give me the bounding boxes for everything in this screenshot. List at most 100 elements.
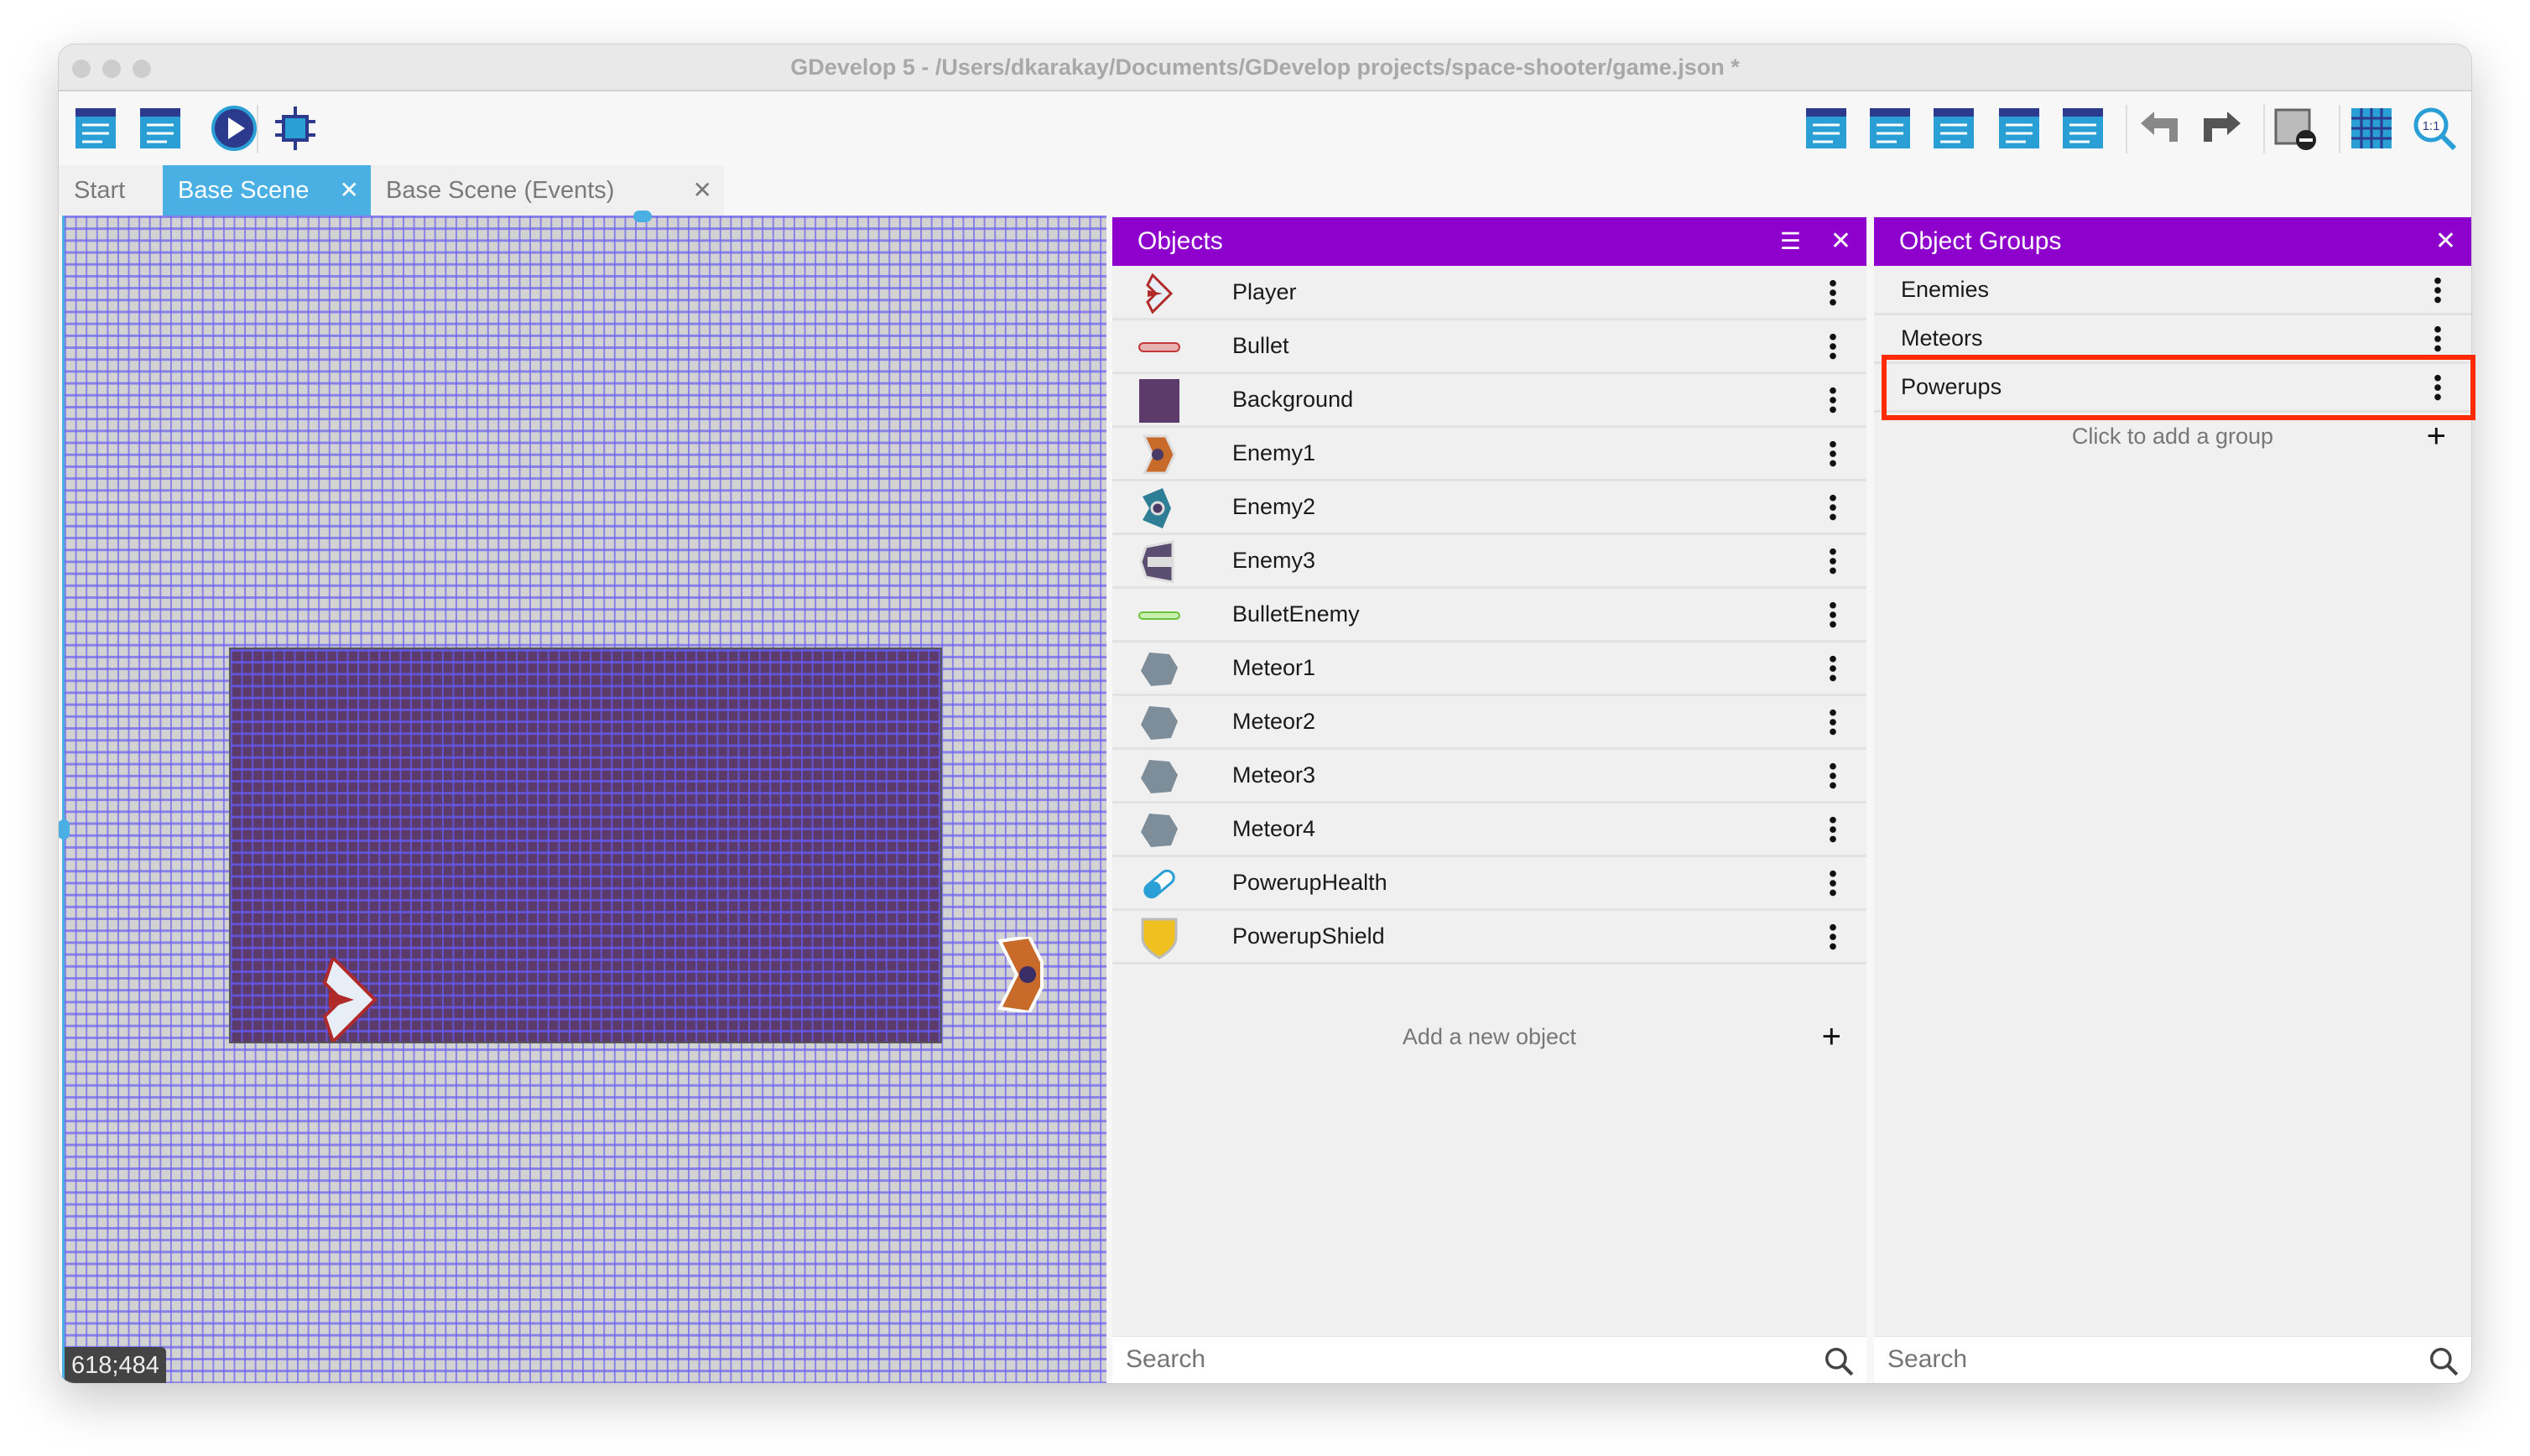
groups-panel-header: Object Groups ✕ (1874, 217, 2471, 266)
close-tab-icon[interactable]: ✕ (692, 177, 712, 203)
player-ship-icon (1146, 273, 1174, 315)
object-groups-icon[interactable] (2059, 105, 2106, 152)
minimize-window-button[interactable] (102, 60, 121, 78)
highlight-box (1882, 355, 2475, 420)
tab-label: Base Scene (178, 177, 310, 204)
object-list-item[interactable]: PowerupShield (1112, 911, 1866, 965)
search-icon[interactable] (2428, 1345, 2460, 1377)
tab-base-scene-events[interactable]: Base Scene (Events) ✕ (371, 165, 724, 216)
object-name: Enemy3 (1232, 548, 1316, 573)
tab-base-scene[interactable]: Base Scene ✕ (163, 165, 371, 216)
object-name: Meteor3 (1232, 762, 1316, 788)
more-options-icon[interactable] (1830, 868, 1836, 897)
plus-icon[interactable]: + (2426, 418, 2446, 455)
instances-list-icon[interactable] (1803, 105, 1850, 152)
teal-enemy-ship-icon (1143, 488, 1171, 528)
more-options-icon[interactable] (1830, 707, 1836, 736)
toggle-window-mask-icon[interactable] (2272, 105, 2319, 152)
object-name: Background (1232, 387, 1354, 412)
more-options-icon[interactable] (1830, 653, 1836, 683)
objects-list-icon[interactable] (1996, 105, 2043, 152)
object-list-item[interactable]: Meteor4 (1112, 803, 1866, 857)
close-panel-icon[interactable]: ✕ (2434, 227, 2456, 255)
meteor-icon (1141, 653, 1178, 686)
object-name: Meteor4 (1232, 816, 1316, 841)
close-panel-icon[interactable]: ✕ (1830, 227, 1851, 255)
object-list-item[interactable]: Bullet (1112, 320, 1866, 374)
object-name: Bullet (1232, 333, 1289, 358)
more-options-icon[interactable] (2434, 275, 2441, 304)
purple-background-icon (1139, 379, 1179, 423)
search-icon[interactable] (1823, 1345, 1855, 1377)
toolbar-separator (257, 105, 258, 153)
properties-editor-icon[interactable] (1930, 105, 1977, 152)
object-list-item[interactable]: Enemy2 (1112, 481, 1866, 535)
group-name: Meteors (1901, 325, 1983, 351)
objects-panel: Objects ☰ ✕ Player Bullet Background Enemy1 En… (1112, 217, 1866, 1383)
zoom-reset-icon[interactable]: 1:1 (2411, 105, 2458, 152)
scene-properties-icon[interactable] (137, 105, 184, 152)
more-options-icon[interactable] (1830, 546, 1836, 575)
undo-icon[interactable] (2136, 105, 2183, 152)
player-instance[interactable] (316, 958, 383, 1042)
object-name: Meteor1 (1232, 655, 1316, 680)
preview-play-icon[interactable] (211, 105, 258, 152)
more-options-icon[interactable] (1830, 439, 1836, 468)
project-manager-icon[interactable] (72, 105, 119, 152)
more-options-icon[interactable] (1830, 385, 1836, 414)
layers-icon[interactable] (1866, 105, 1913, 152)
pill-icon (1143, 869, 1175, 899)
more-options-icon[interactable] (2434, 372, 2441, 402)
resize-handle[interactable] (633, 211, 652, 222)
objects-search-input[interactable] (1126, 1345, 1730, 1374)
more-options-icon[interactable] (1830, 814, 1836, 844)
add-group-button[interactable]: Click to add a group + (1874, 412, 2471, 460)
toggle-grid-icon[interactable] (2348, 105, 2395, 152)
object-list-item[interactable]: Meteor3 (1112, 750, 1866, 803)
orange-enemy-ship-icon (1142, 434, 1176, 475)
objects-search (1112, 1336, 1866, 1383)
tab-bar: Start Page Base Scene ✕ Base Scene (Event… (59, 165, 724, 254)
object-list-item[interactable]: Player (1112, 267, 1866, 320)
group-name: Enemies (1901, 277, 1990, 302)
object-name: PowerupShield (1232, 923, 1385, 949)
more-options-icon[interactable] (1830, 492, 1836, 522)
filter-icon[interactable]: ☰ (1779, 228, 1801, 254)
add-object-label: Add a new object (1402, 1024, 1577, 1049)
object-name: PowerupHealth (1232, 870, 1387, 895)
scene-canvas[interactable]: 618;484 (59, 211, 1106, 1383)
tab-start-page[interactable]: Start Page (59, 165, 163, 254)
plus-icon[interactable]: + (1821, 1018, 1841, 1055)
enemy1-instance[interactable] (996, 937, 1054, 1012)
close-tab-icon[interactable]: ✕ (339, 177, 359, 203)
object-list-item[interactable]: Meteor1 (1112, 642, 1866, 696)
more-options-icon[interactable] (2434, 324, 2441, 353)
toolbar-separator (2339, 105, 2340, 153)
redo-icon[interactable] (2199, 105, 2246, 152)
object-list-item[interactable]: PowerupHealth (1112, 857, 1866, 911)
object-list-item[interactable]: Meteor2 (1112, 696, 1866, 750)
object-name: Player (1232, 279, 1297, 304)
more-options-icon[interactable] (1830, 600, 1836, 629)
panel-title: Object Groups (1899, 227, 2062, 255)
group-list-item[interactable]: Meteors (1874, 315, 2471, 364)
more-options-icon[interactable] (1830, 278, 1836, 307)
resize-handle[interactable] (59, 819, 70, 840)
object-list-item[interactable]: Enemy3 (1112, 535, 1866, 589)
debugger-icon[interactable] (272, 105, 319, 152)
more-options-icon[interactable] (1830, 331, 1836, 361)
more-options-icon[interactable] (1830, 761, 1836, 790)
maximize-window-button[interactable] (133, 60, 151, 78)
group-list-item[interactable]: Enemies (1874, 267, 2471, 315)
close-window-button[interactable] (72, 60, 91, 78)
more-options-icon[interactable] (1830, 922, 1836, 951)
object-name: Meteor2 (1232, 709, 1316, 734)
add-new-object-button[interactable]: Add a new object + (1112, 1010, 1866, 1063)
group-name: Powerups (1901, 374, 2002, 399)
object-list-item[interactable]: Enemy1 (1112, 428, 1866, 481)
group-list-item[interactable]: Powerups (1874, 364, 2471, 413)
groups-search-input[interactable] (1887, 1345, 2366, 1374)
object-list-item[interactable]: Background (1112, 374, 1866, 428)
object-list-item[interactable]: BulletEnemy (1112, 589, 1866, 642)
title-bar: GDevelop 5 - /Users/dkarakay/Documents/G… (59, 44, 2471, 91)
